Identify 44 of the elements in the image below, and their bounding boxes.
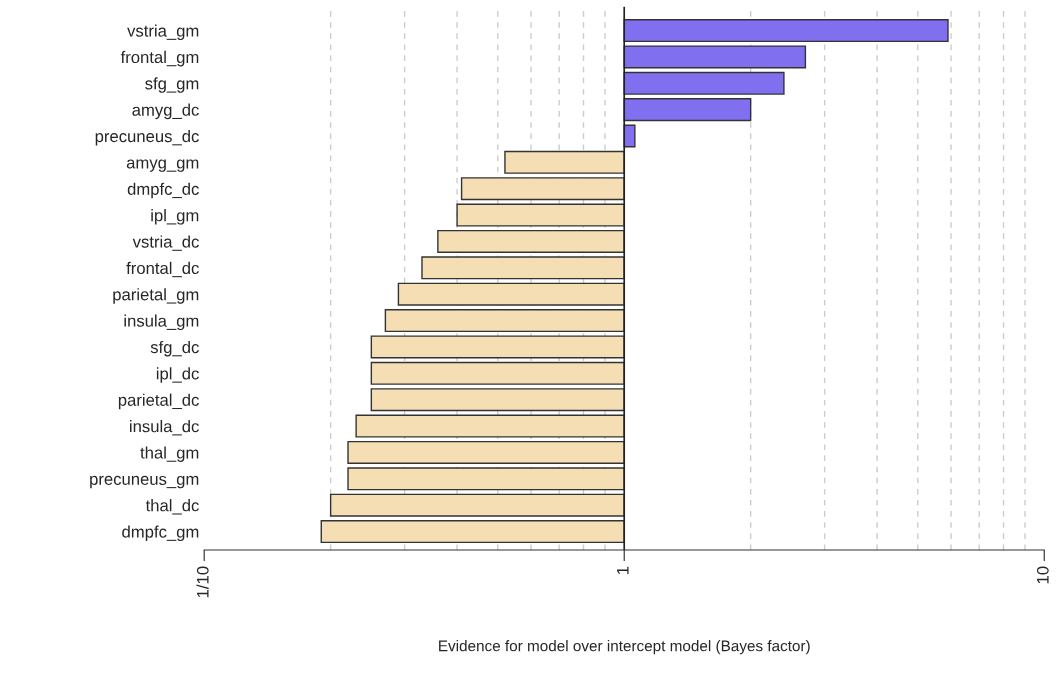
y-tick-label: vstria_dc (132, 235, 199, 251)
bar (397, 282, 625, 306)
y-tick-label: dmpfc_gm (122, 525, 199, 542)
bar (370, 335, 625, 359)
bar (347, 467, 625, 491)
x-axis-title: Evidence for model over intercept model (Bayes factor) (439, 640, 810, 655)
x-tick-label: 10 (1036, 566, 1049, 584)
y-tick-label: sfg_dc (150, 340, 199, 357)
bar (623, 124, 636, 148)
bar (623, 45, 807, 69)
bar (456, 203, 625, 227)
x-tick-label: 1 (617, 566, 629, 574)
y-tick-label: frontal_gm (120, 50, 199, 67)
y-tick-label: ipl_dc (156, 367, 199, 383)
bar (623, 19, 949, 43)
y-tick-label: amyg_gm (126, 159, 199, 172)
bar (329, 493, 625, 517)
y-tick-label: parietal_gm (113, 288, 199, 304)
bar (623, 98, 752, 122)
bar (437, 229, 625, 253)
bar (320, 520, 625, 544)
bar (384, 309, 625, 333)
bar (370, 388, 625, 412)
bar (460, 177, 625, 201)
y-tick-label: vstria_gm (127, 24, 199, 41)
y-tick-label: thal_gm (140, 446, 199, 462)
bar (504, 150, 625, 174)
y-tick-label: insula_dc (130, 420, 199, 436)
y-tick-label: precuneus_gm (90, 475, 199, 489)
y-tick-label: ipl_gm (151, 209, 199, 225)
y-tick-label: insula_gm (124, 314, 199, 331)
y-tick-label: sfg_gm (145, 77, 199, 93)
y-tick-label: dmpfc_dc (127, 182, 199, 199)
y-tick-label: precuneus_dc (95, 129, 199, 146)
y-tick-label: amyg_dc (132, 103, 199, 120)
y-tick-label: parietal_dc (118, 393, 199, 410)
y-tick-label: thal_dc (145, 499, 199, 515)
bar (355, 414, 625, 438)
y-tick-label: frontal_dc (126, 261, 199, 278)
bar (370, 361, 625, 385)
bar (623, 71, 785, 95)
x-tick-label: 1/10 (196, 566, 209, 598)
bar (347, 440, 625, 464)
bar (421, 256, 625, 280)
